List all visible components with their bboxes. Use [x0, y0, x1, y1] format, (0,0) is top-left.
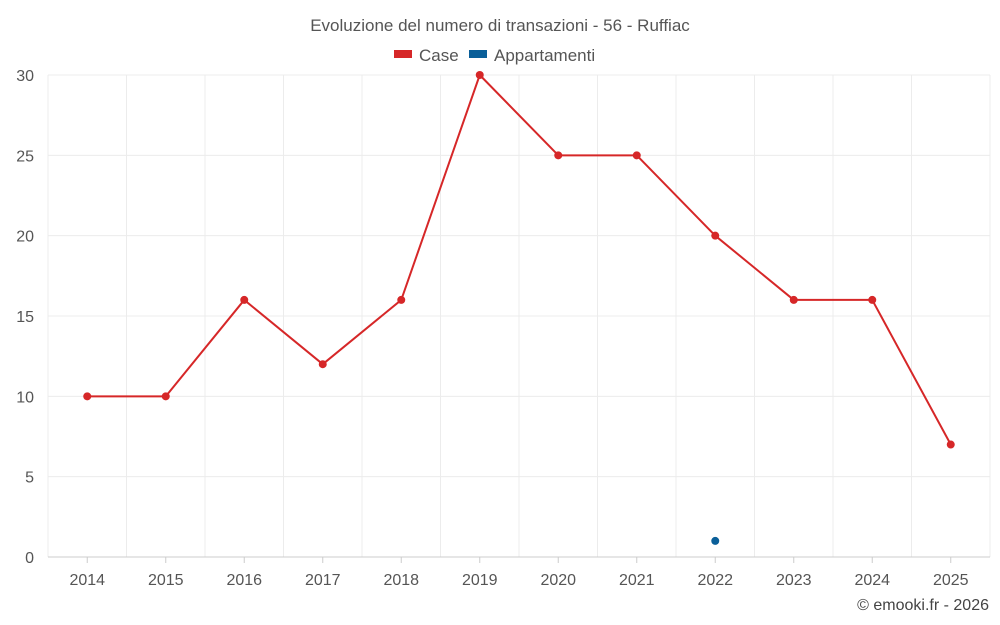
point-case-2019[interactable]: [475, 71, 484, 79]
y-tick-label-10: 10: [16, 389, 34, 406]
y-tick-label-20: 20: [16, 229, 34, 246]
chart-title: Evoluzione del numero di transazioni - 5…: [310, 16, 690, 35]
grid: [47, 74, 991, 557]
point-case-2022[interactable]: [711, 231, 720, 240]
x-tick-label-2016: 2016: [226, 572, 262, 589]
x-tick-label-2023: 2023: [776, 572, 812, 589]
point-case-2024[interactable]: [868, 295, 877, 304]
legend-swatch-case: [394, 50, 412, 58]
point-case-2014[interactable]: [83, 392, 92, 401]
point-case-2023[interactable]: [789, 295, 798, 304]
credit-text: © emooki.fr - 2026: [857, 597, 989, 614]
x-tick-label-2024: 2024: [854, 572, 890, 589]
x-tick-label-2015: 2015: [148, 572, 184, 589]
x-tick-label-2021: 2021: [619, 572, 655, 589]
x-tick-label-2022: 2022: [697, 572, 733, 589]
legend-swatch-appartamenti: [469, 50, 487, 58]
plot-series: [83, 71, 955, 545]
point-case-2021[interactable]: [632, 151, 641, 160]
series-line-case: [87, 74, 952, 446]
x-tick-label-2018: 2018: [383, 572, 419, 589]
x-axis: 2014 2015 2016 2017 2018 2019 2020 2021 2022 2023…: [48, 556, 990, 589]
point-case-2016[interactable]: [240, 295, 249, 304]
x-tick-label-2017: 2017: [305, 572, 341, 589]
x-tick-label-2014: 2014: [69, 572, 105, 589]
y-tick-label-25: 25: [16, 148, 34, 165]
legend-label-appartamenti[interactable]: Appartamenti: [494, 46, 595, 65]
x-tick-label-2020: 2020: [540, 572, 576, 589]
point-case-2025[interactable]: [946, 440, 955, 449]
point-case-2017[interactable]: [318, 360, 327, 369]
point-case-2015[interactable]: [161, 392, 170, 401]
point-case-2018[interactable]: [397, 295, 406, 304]
y-tick-label-30: 30: [16, 68, 34, 85]
y-axis: 0 5 10 15 20 25 30: [16, 68, 34, 567]
y-tick-label-5: 5: [25, 470, 34, 487]
y-tick-label-15: 15: [16, 309, 34, 326]
legend: Case Appartamenti: [394, 46, 595, 65]
legend-label-case[interactable]: Case: [419, 46, 459, 65]
x-tick-label-2019: 2019: [462, 572, 498, 589]
y-tick-label-0: 0: [25, 550, 34, 567]
x-tick-label-2025: 2025: [933, 572, 969, 589]
point-case-2020[interactable]: [554, 151, 563, 160]
point-appartamenti-2022[interactable]: [711, 536, 720, 545]
